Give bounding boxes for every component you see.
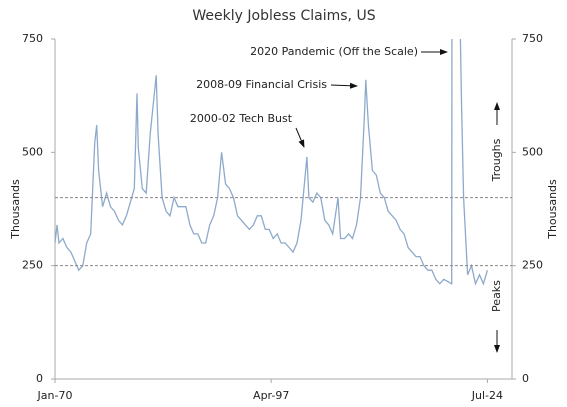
plot-area	[55, 39, 489, 286]
y2-tick-label: 0	[522, 372, 529, 385]
series-line	[55, 39, 489, 286]
y2-tick-label: 750	[522, 32, 543, 45]
x-tick-label: Jul-24	[471, 389, 503, 402]
y-axis-label: Thousands	[9, 179, 22, 240]
y-tick-label: 0	[36, 372, 43, 385]
y-tick-label: 500	[22, 145, 43, 158]
y2-tick-label: 500	[522, 145, 543, 158]
y-tick-label: 750	[22, 32, 43, 45]
y2-axis-label: Thousands	[546, 179, 559, 240]
annotation: 2000-02 Tech Bust	[190, 112, 293, 125]
y2-tick-label: 250	[522, 259, 543, 272]
y-tick-label: 250	[22, 259, 43, 272]
annotation: 2020 Pandemic (Off the Scale)	[250, 45, 418, 58]
annotation: Peaks	[490, 280, 503, 312]
chart-title: Weekly Jobless Claims, US	[192, 8, 375, 24]
x-tick-label: Apr-97	[253, 389, 289, 402]
annotation-arrow	[295, 127, 305, 148]
annotation: 2008-09 Financial Crisis	[196, 78, 327, 91]
annotation: Troughs	[490, 138, 503, 182]
annotation-arrow	[330, 82, 358, 89]
x-tick-label: Jan-70	[37, 389, 73, 402]
